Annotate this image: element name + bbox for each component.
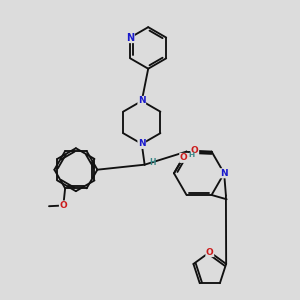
Text: O: O (206, 248, 214, 256)
Text: O: O (191, 146, 199, 155)
Text: H: H (149, 158, 156, 167)
Text: N: N (138, 96, 146, 105)
Text: N: N (138, 140, 146, 148)
Text: O: O (59, 201, 67, 210)
Text: N: N (220, 169, 228, 178)
Text: N: N (126, 33, 134, 43)
Text: H: H (188, 152, 194, 158)
Text: O: O (180, 153, 188, 162)
